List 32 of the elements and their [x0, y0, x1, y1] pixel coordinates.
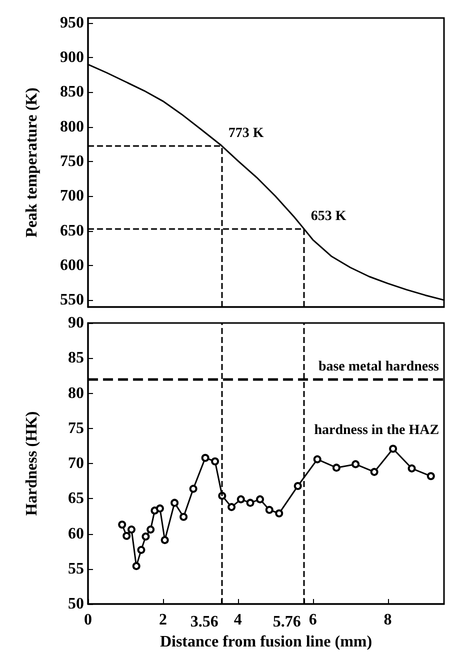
y-tick-label: 60 — [68, 525, 84, 542]
y-axis-title: Hardness (HK) — [24, 411, 40, 516]
y-tick-label: 950 — [60, 14, 84, 32]
y-tick-label: 75 — [68, 420, 84, 437]
x-tick-label: 8 — [384, 612, 392, 628]
y-axis-title: Peak temperature (K) — [24, 88, 40, 238]
ref-line-label: 5.76 — [272, 614, 301, 630]
y-tick-label: 600 — [60, 256, 84, 274]
x-axis-title: Distance from fusion line (mm) — [160, 634, 372, 650]
x-tick-label: 2 — [158, 612, 167, 628]
y-tick-label: 750 — [60, 152, 84, 170]
y-tick-label: 85 — [68, 350, 84, 367]
x-tick-label: 6 — [308, 612, 317, 628]
y-tick-label: 800 — [60, 118, 84, 136]
ref-line-label: 3.56 — [190, 614, 218, 630]
x-tick-label: 4 — [234, 612, 242, 628]
ref-line-label: base metal hardness — [318, 360, 440, 375]
y-tick-label: 80 — [68, 384, 84, 402]
y-tick-label: 850 — [60, 84, 84, 101]
y-tick-label: 900 — [60, 49, 84, 66]
y-tick-label: 50 — [68, 596, 84, 612]
annotation: hardness in the HAZ — [314, 422, 440, 438]
y-tick-label: 70 — [68, 455, 84, 472]
y-tick-label: 650 — [60, 222, 84, 240]
y-tick-label: 65 — [68, 490, 84, 508]
y-tick-label: 90 — [68, 314, 84, 332]
x-tick-label: 0 — [84, 612, 92, 628]
y-tick-label: 550 — [60, 292, 84, 309]
annotation: 773 K — [228, 126, 264, 142]
annotation: 653 K — [310, 209, 346, 224]
y-tick-label: 700 — [60, 188, 84, 205]
y-tick-label: 55 — [68, 560, 84, 578]
